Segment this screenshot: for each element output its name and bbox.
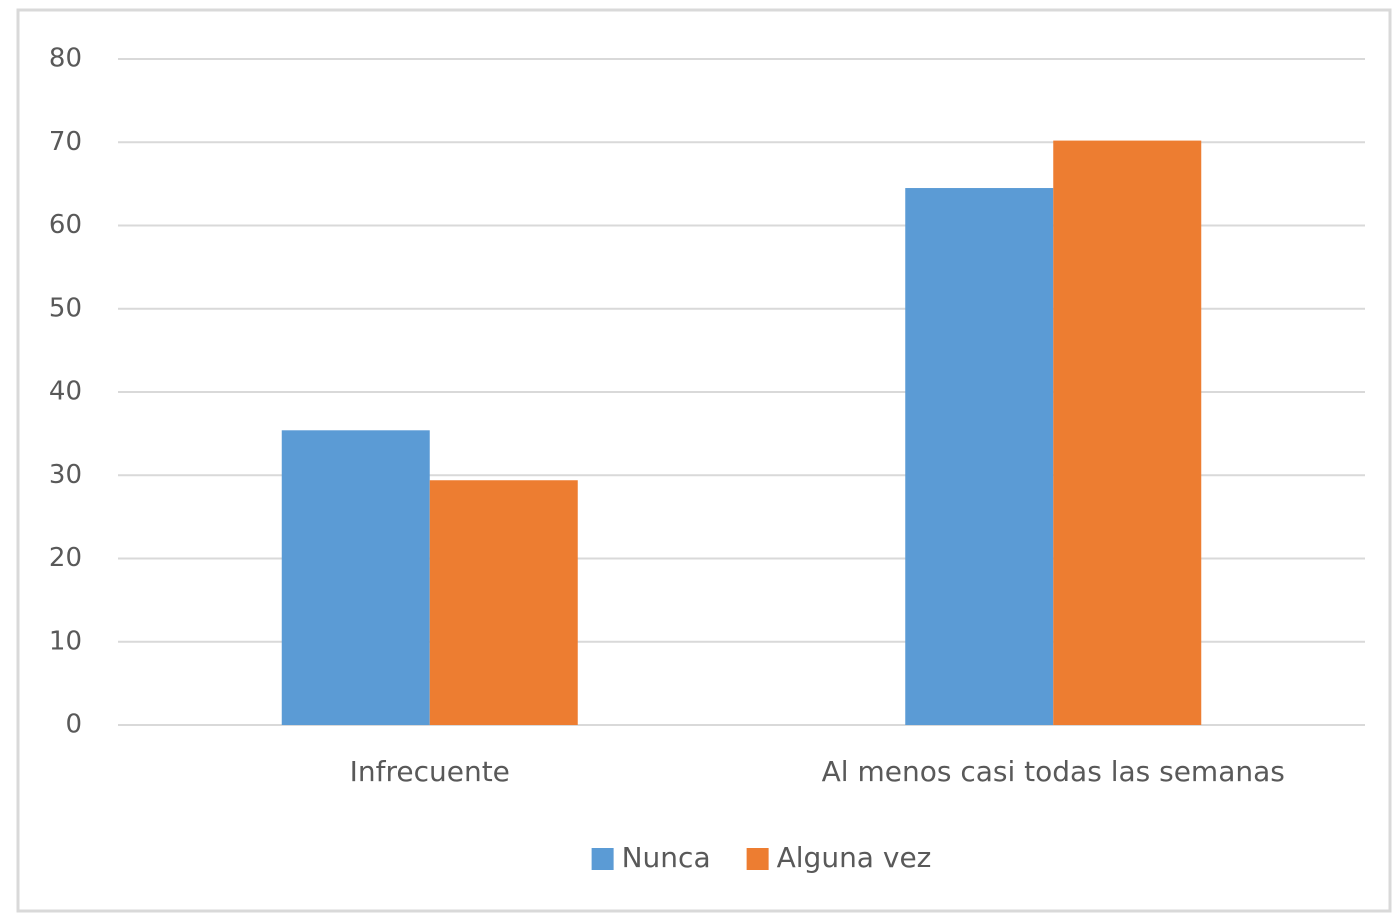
legend-swatch xyxy=(591,848,614,870)
y-tick-label: 70 xyxy=(49,127,82,157)
bar xyxy=(429,480,578,725)
x-tick-label: Al menos casi todas las semanas xyxy=(822,755,1285,788)
y-tick-label: 10 xyxy=(49,626,82,656)
y-tick-label: 0 xyxy=(65,710,82,740)
y-tick-label: 60 xyxy=(49,210,82,240)
bar xyxy=(905,188,1054,726)
legend-label: Alguna vez xyxy=(777,841,932,874)
bar xyxy=(1053,140,1202,725)
legend-swatch xyxy=(746,848,769,870)
y-tick-label: 80 xyxy=(49,44,82,74)
y-tick-label: 20 xyxy=(49,543,82,573)
x-tick-label: Infrecuente xyxy=(350,755,510,788)
legend-label: Nunca xyxy=(622,841,711,874)
y-tick-label: 40 xyxy=(49,377,82,407)
y-tick-label: 30 xyxy=(49,460,82,490)
y-tick-label: 50 xyxy=(49,293,82,323)
bar xyxy=(281,430,430,725)
